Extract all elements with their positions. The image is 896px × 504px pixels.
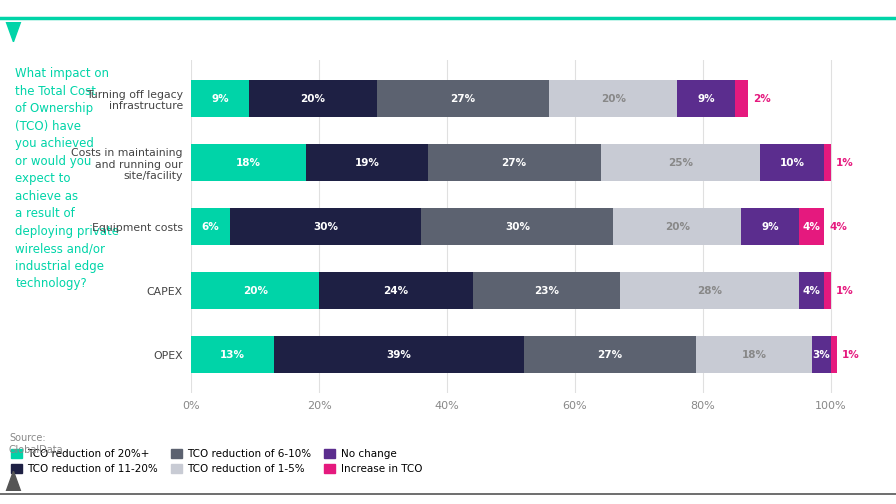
Bar	[249, 80, 376, 117]
Bar	[812, 336, 831, 373]
Bar	[191, 80, 249, 117]
Text: 30%: 30%	[313, 222, 338, 232]
Text: 20%: 20%	[601, 94, 625, 104]
Bar	[191, 208, 229, 245]
Bar	[824, 144, 831, 181]
Bar	[421, 208, 613, 245]
Text: 13%: 13%	[220, 350, 246, 360]
Bar	[798, 208, 824, 245]
Bar	[191, 336, 274, 373]
Bar	[472, 272, 620, 309]
Text: What impact on
the Total Cost
of Ownership
(TCO) have
you achieved
or would you
: What impact on the Total Cost of Ownersh…	[15, 67, 119, 290]
Text: 6%: 6%	[202, 222, 220, 232]
Bar	[600, 144, 761, 181]
Text: 20%: 20%	[300, 94, 325, 104]
Bar	[427, 144, 600, 181]
Bar	[677, 80, 735, 117]
Text: 20%: 20%	[243, 286, 268, 296]
Text: 9%: 9%	[697, 94, 715, 104]
Text: 18%: 18%	[237, 158, 262, 168]
Text: 4%: 4%	[803, 286, 821, 296]
Legend: TCO reduction of 20%+, TCO reduction of 11-20%, TCO reduction of 6-10%, TCO redu: TCO reduction of 20%+, TCO reduction of …	[6, 445, 426, 478]
Text: 1%: 1%	[836, 286, 854, 296]
Bar	[274, 336, 524, 373]
Text: 1%: 1%	[842, 350, 860, 360]
Text: 9%: 9%	[211, 94, 228, 104]
Bar	[229, 208, 421, 245]
Bar	[319, 272, 472, 309]
Bar	[549, 80, 677, 117]
Text: 28%: 28%	[697, 286, 722, 296]
Bar	[831, 336, 837, 373]
Text: 19%: 19%	[355, 158, 380, 168]
Text: 9%: 9%	[762, 222, 779, 232]
Text: 27%: 27%	[502, 158, 527, 168]
Bar	[824, 272, 831, 309]
Text: 1%: 1%	[836, 158, 854, 168]
Bar	[191, 272, 319, 309]
Bar	[620, 272, 798, 309]
Text: 10%: 10%	[780, 158, 805, 168]
Text: 25%: 25%	[668, 158, 693, 168]
Polygon shape	[6, 22, 21, 42]
Text: 23%: 23%	[534, 286, 558, 296]
Bar	[376, 80, 549, 117]
Text: 2%: 2%	[753, 94, 771, 104]
Bar	[306, 144, 427, 181]
Bar	[735, 80, 747, 117]
Text: 24%: 24%	[383, 286, 409, 296]
Text: 30%: 30%	[504, 222, 530, 232]
Bar	[798, 272, 824, 309]
Text: 4%: 4%	[803, 222, 821, 232]
Polygon shape	[6, 471, 21, 491]
Text: Source:
GlobalData: Source: GlobalData	[9, 433, 64, 455]
Bar	[524, 336, 696, 373]
Text: 39%: 39%	[386, 350, 411, 360]
Text: 4%: 4%	[830, 222, 848, 232]
Bar	[761, 144, 824, 181]
Text: 3%: 3%	[813, 350, 830, 360]
Text: 27%: 27%	[451, 94, 476, 104]
Text: 27%: 27%	[598, 350, 623, 360]
Bar	[613, 208, 741, 245]
Text: 18%: 18%	[742, 350, 766, 360]
Text: 20%: 20%	[665, 222, 690, 232]
Bar	[741, 208, 798, 245]
Bar	[696, 336, 812, 373]
Bar	[191, 144, 306, 181]
